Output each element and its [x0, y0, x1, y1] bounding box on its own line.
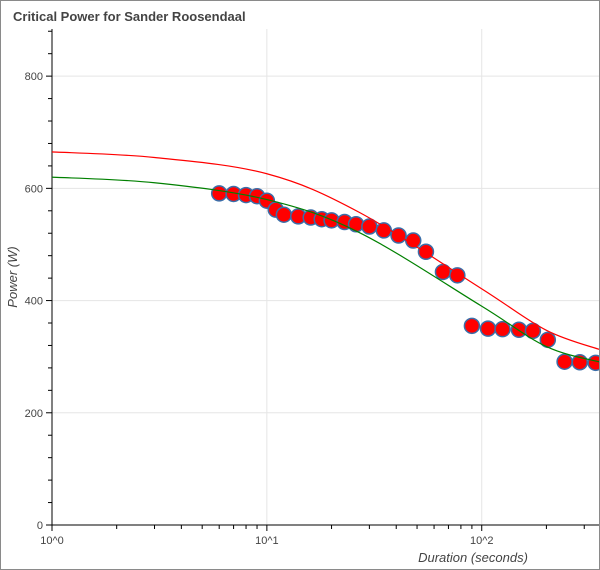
points	[210, 185, 599, 372]
x-tick-label: 10^2	[470, 535, 494, 547]
data-point	[524, 322, 542, 340]
x-tick-label: 10^1	[255, 535, 279, 547]
y-tick-label: 600	[25, 183, 43, 195]
data-point	[587, 354, 599, 372]
axes: 10^0 10^1 10^2 0 200 400 600 800	[25, 29, 599, 547]
y-axis-label: Power (W)	[5, 246, 20, 307]
data-point	[449, 267, 466, 284]
fit-lines	[51, 151, 599, 363]
x-tick-label: 10^0	[40, 535, 64, 547]
grid	[52, 29, 599, 525]
y-tick-label: 800	[25, 71, 43, 83]
y-tick-label: 200	[25, 408, 43, 420]
data-point	[347, 216, 365, 233]
chart-title: Critical Power for Sander Roosendaal	[13, 9, 246, 24]
y-tick-label: 0	[37, 520, 43, 532]
data-point	[479, 320, 497, 337]
data-point	[404, 232, 422, 249]
data-point	[375, 222, 393, 239]
data-point	[556, 353, 573, 370]
data-point	[275, 206, 293, 223]
data-point	[210, 185, 228, 202]
x-axis-label: Duration (seconds)	[418, 550, 528, 565]
y-tick-label: 400	[25, 296, 43, 308]
green-fit-line	[51, 176, 599, 363]
data-point	[417, 243, 435, 261]
red-fit-line	[51, 151, 599, 350]
data-point	[463, 317, 481, 335]
data-point	[494, 320, 511, 338]
